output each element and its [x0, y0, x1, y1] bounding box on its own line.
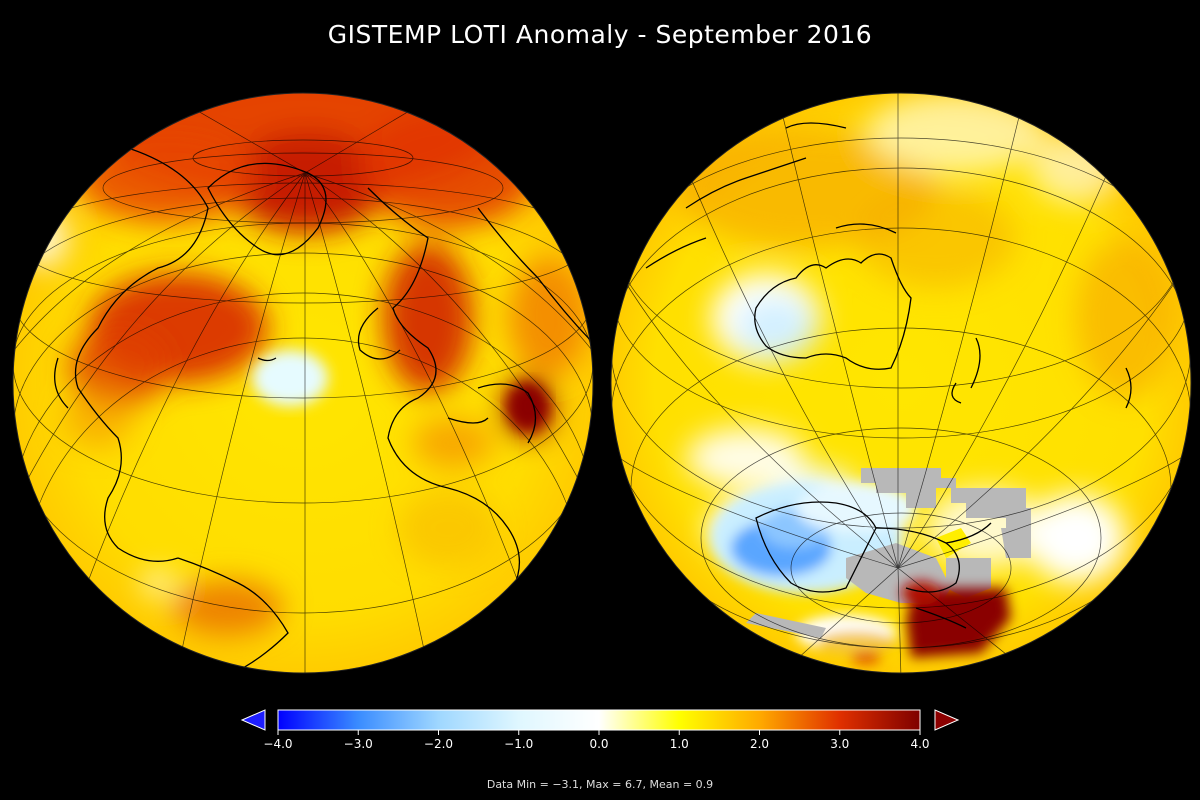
colorbar-tick-label: −2.0	[424, 737, 453, 751]
colorbar-tick-label: 1.0	[670, 737, 689, 751]
cool-anomaly-atlantic	[252, 350, 328, 406]
globe-outline	[610, 92, 1192, 674]
colorbar: −4.0 −3.0 −2.0 −1.0 0.0 1.0 2.0 3.0 4.0	[240, 709, 960, 751]
colorbar-under-arrow	[240, 709, 266, 731]
southern-hemisphere-globe	[610, 92, 1192, 674]
colorbar-tick-label: 4.0	[910, 737, 929, 751]
globe-outline	[12, 92, 594, 674]
colorbar-ticks: −4.0 −3.0 −2.0 −1.0 0.0 1.0 2.0 3.0 4.0	[263, 730, 930, 751]
colorbar-over-arrow	[934, 709, 960, 731]
graticule	[611, 93, 1191, 673]
data-statistics: Data Min = −3.1, Max = 6.7, Mean = 0.9	[486, 778, 714, 791]
northern-hemisphere-globe	[12, 92, 594, 674]
colorbar-tick-label: −3.0	[344, 737, 373, 751]
coastlines	[54, 147, 593, 673]
hot-anomaly-middle-east	[508, 382, 548, 430]
colorbar-tick-label: −4.0	[263, 737, 292, 751]
colorbar-tick-label: 2.0	[750, 737, 769, 751]
colorbar-tick-label: −1.0	[504, 737, 533, 751]
hot-anomaly-antarctic	[901, 581, 1011, 658]
colorbar-tick-label: 3.0	[830, 737, 849, 751]
map-title: GISTEMP LOTI Anomaly - September 2016	[327, 20, 873, 49]
coastlines	[645, 122, 1132, 629]
warm-patch-antarctic	[936, 528, 971, 558]
no-data-region	[746, 468, 1031, 638]
colorbar-tick-label: 0.0	[589, 737, 608, 751]
colorbar-scale	[277, 709, 921, 731]
